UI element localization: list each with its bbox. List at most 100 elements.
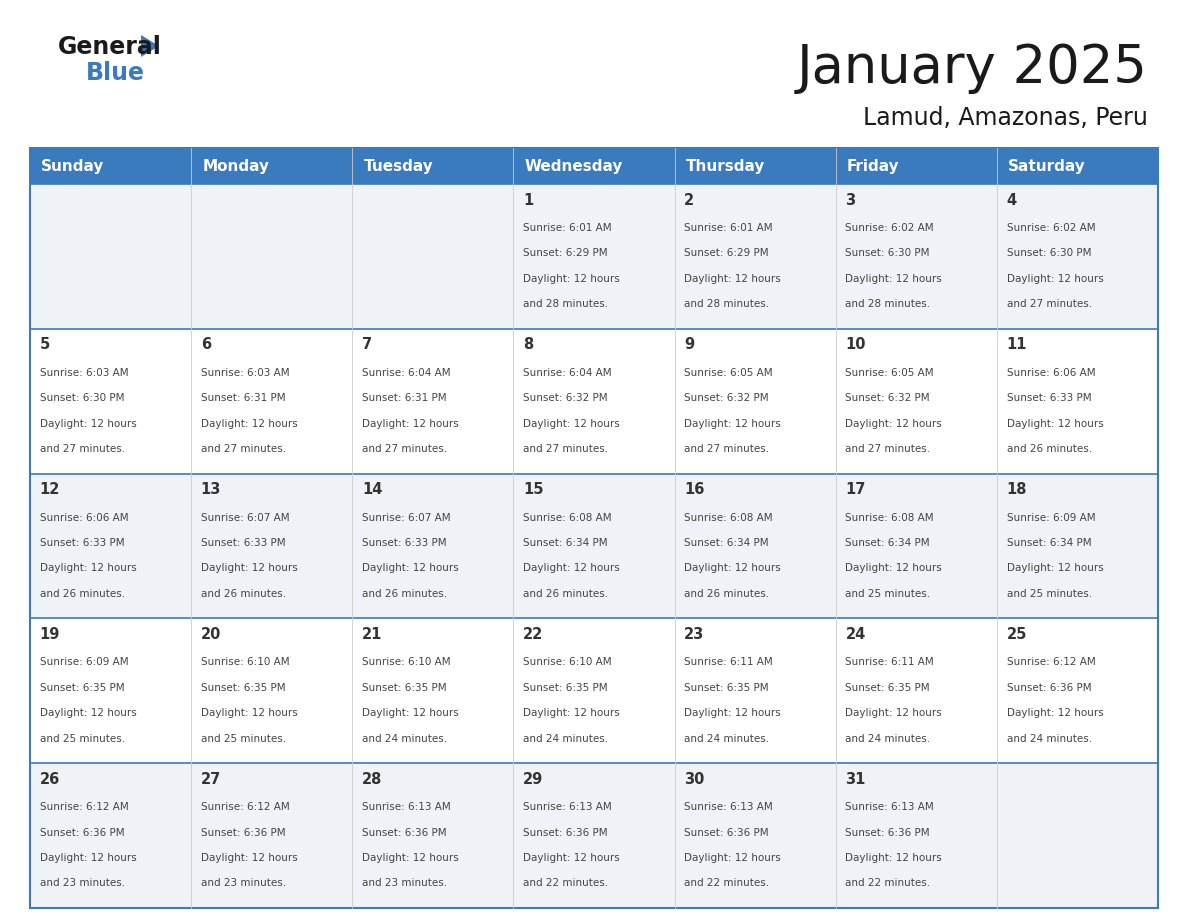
Text: 2: 2 bbox=[684, 193, 694, 207]
Text: Daylight: 12 hours: Daylight: 12 hours bbox=[362, 564, 459, 574]
Text: Sunset: 6:32 PM: Sunset: 6:32 PM bbox=[684, 393, 769, 403]
Text: and 27 minutes.: and 27 minutes. bbox=[39, 444, 125, 453]
Text: Daylight: 12 hours: Daylight: 12 hours bbox=[523, 274, 620, 284]
Text: 5: 5 bbox=[39, 338, 50, 353]
Text: Daylight: 12 hours: Daylight: 12 hours bbox=[684, 853, 781, 863]
Bar bbox=[353, 148, 513, 184]
Text: Sunset: 6:36 PM: Sunset: 6:36 PM bbox=[523, 828, 608, 837]
Text: and 24 minutes.: and 24 minutes. bbox=[846, 733, 930, 744]
Text: Daylight: 12 hours: Daylight: 12 hours bbox=[201, 853, 297, 863]
Bar bbox=[513, 763, 675, 908]
Text: Saturday: Saturday bbox=[1009, 159, 1086, 174]
Text: 20: 20 bbox=[201, 627, 221, 642]
Text: Daylight: 12 hours: Daylight: 12 hours bbox=[684, 708, 781, 718]
Text: 14: 14 bbox=[362, 482, 383, 498]
Text: 22: 22 bbox=[523, 627, 543, 642]
Text: Sunset: 6:35 PM: Sunset: 6:35 PM bbox=[39, 683, 125, 693]
Text: Sunrise: 6:05 AM: Sunrise: 6:05 AM bbox=[846, 368, 934, 378]
Text: Wednesday: Wednesday bbox=[525, 159, 623, 174]
Text: and 25 minutes.: and 25 minutes. bbox=[39, 733, 125, 744]
Bar bbox=[835, 763, 997, 908]
Text: Daylight: 12 hours: Daylight: 12 hours bbox=[362, 853, 459, 863]
Text: Sunset: 6:30 PM: Sunset: 6:30 PM bbox=[1006, 249, 1091, 259]
Text: and 27 minutes.: and 27 minutes. bbox=[523, 444, 608, 453]
Bar bbox=[675, 148, 835, 184]
Bar bbox=[675, 763, 835, 908]
Bar bbox=[835, 148, 997, 184]
Bar bbox=[835, 184, 997, 329]
Text: Sunrise: 6:03 AM: Sunrise: 6:03 AM bbox=[201, 368, 290, 378]
Text: Sunrise: 6:05 AM: Sunrise: 6:05 AM bbox=[684, 368, 773, 378]
Bar bbox=[191, 184, 353, 329]
Bar bbox=[997, 763, 1158, 908]
Text: Sunset: 6:29 PM: Sunset: 6:29 PM bbox=[523, 249, 608, 259]
Text: Sunset: 6:36 PM: Sunset: 6:36 PM bbox=[201, 828, 285, 837]
Text: 17: 17 bbox=[846, 482, 866, 498]
Bar bbox=[30, 148, 1158, 908]
Text: Sunset: 6:33 PM: Sunset: 6:33 PM bbox=[201, 538, 285, 548]
Text: Tuesday: Tuesday bbox=[364, 159, 434, 174]
Text: and 28 minutes.: and 28 minutes. bbox=[523, 299, 608, 309]
Text: and 28 minutes.: and 28 minutes. bbox=[846, 299, 930, 309]
Text: and 22 minutes.: and 22 minutes. bbox=[846, 879, 930, 889]
Text: 6: 6 bbox=[201, 338, 211, 353]
Text: and 26 minutes.: and 26 minutes. bbox=[39, 588, 125, 599]
Bar bbox=[30, 329, 191, 474]
Text: Sunrise: 6:11 AM: Sunrise: 6:11 AM bbox=[846, 657, 934, 667]
Text: and 27 minutes.: and 27 minutes. bbox=[684, 444, 770, 453]
Bar bbox=[353, 329, 513, 474]
Polygon shape bbox=[141, 35, 159, 57]
Text: Daylight: 12 hours: Daylight: 12 hours bbox=[684, 274, 781, 284]
Text: Daylight: 12 hours: Daylight: 12 hours bbox=[523, 419, 620, 429]
Text: Blue: Blue bbox=[86, 61, 145, 85]
Text: Sunset: 6:36 PM: Sunset: 6:36 PM bbox=[39, 828, 125, 837]
Text: 7: 7 bbox=[362, 338, 372, 353]
Bar bbox=[191, 148, 353, 184]
Text: 27: 27 bbox=[201, 772, 221, 787]
Text: Daylight: 12 hours: Daylight: 12 hours bbox=[39, 853, 137, 863]
Text: 26: 26 bbox=[39, 772, 59, 787]
Text: Daylight: 12 hours: Daylight: 12 hours bbox=[362, 419, 459, 429]
Text: Daylight: 12 hours: Daylight: 12 hours bbox=[846, 708, 942, 718]
Text: Sunday: Sunday bbox=[42, 159, 105, 174]
Text: 25: 25 bbox=[1006, 627, 1026, 642]
Text: Sunset: 6:36 PM: Sunset: 6:36 PM bbox=[846, 828, 930, 837]
Text: Sunset: 6:34 PM: Sunset: 6:34 PM bbox=[523, 538, 608, 548]
Bar bbox=[353, 619, 513, 763]
Text: Daylight: 12 hours: Daylight: 12 hours bbox=[523, 708, 620, 718]
Text: 30: 30 bbox=[684, 772, 704, 787]
Text: and 26 minutes.: and 26 minutes. bbox=[1006, 444, 1092, 453]
Text: Sunrise: 6:08 AM: Sunrise: 6:08 AM bbox=[684, 512, 773, 522]
Text: and 27 minutes.: and 27 minutes. bbox=[362, 444, 447, 453]
Bar bbox=[30, 474, 191, 619]
Text: Daylight: 12 hours: Daylight: 12 hours bbox=[846, 853, 942, 863]
Bar bbox=[997, 474, 1158, 619]
Text: and 25 minutes.: and 25 minutes. bbox=[1006, 588, 1092, 599]
Text: 21: 21 bbox=[362, 627, 383, 642]
Text: Sunrise: 6:11 AM: Sunrise: 6:11 AM bbox=[684, 657, 773, 667]
Text: 24: 24 bbox=[846, 627, 866, 642]
Bar bbox=[675, 329, 835, 474]
Bar bbox=[997, 148, 1158, 184]
Text: Sunrise: 6:08 AM: Sunrise: 6:08 AM bbox=[846, 512, 934, 522]
Text: Sunset: 6:36 PM: Sunset: 6:36 PM bbox=[684, 828, 769, 837]
Bar bbox=[353, 184, 513, 329]
Bar bbox=[191, 763, 353, 908]
Text: and 23 minutes.: and 23 minutes. bbox=[201, 879, 286, 889]
Text: Daylight: 12 hours: Daylight: 12 hours bbox=[846, 419, 942, 429]
Bar bbox=[191, 474, 353, 619]
Text: and 23 minutes.: and 23 minutes. bbox=[362, 879, 447, 889]
Text: Sunset: 6:36 PM: Sunset: 6:36 PM bbox=[362, 828, 447, 837]
Text: Lamud, Amazonas, Peru: Lamud, Amazonas, Peru bbox=[864, 106, 1148, 130]
Bar bbox=[997, 619, 1158, 763]
Text: 12: 12 bbox=[39, 482, 61, 498]
Text: Sunset: 6:36 PM: Sunset: 6:36 PM bbox=[1006, 683, 1091, 693]
Text: Daylight: 12 hours: Daylight: 12 hours bbox=[39, 564, 137, 574]
Text: and 27 minutes.: and 27 minutes. bbox=[1006, 299, 1092, 309]
Text: Daylight: 12 hours: Daylight: 12 hours bbox=[846, 274, 942, 284]
Text: 4: 4 bbox=[1006, 193, 1017, 207]
Text: Sunrise: 6:12 AM: Sunrise: 6:12 AM bbox=[39, 802, 128, 812]
Text: Daylight: 12 hours: Daylight: 12 hours bbox=[201, 419, 297, 429]
Text: Sunrise: 6:01 AM: Sunrise: 6:01 AM bbox=[523, 223, 612, 233]
Text: Daylight: 12 hours: Daylight: 12 hours bbox=[1006, 419, 1104, 429]
